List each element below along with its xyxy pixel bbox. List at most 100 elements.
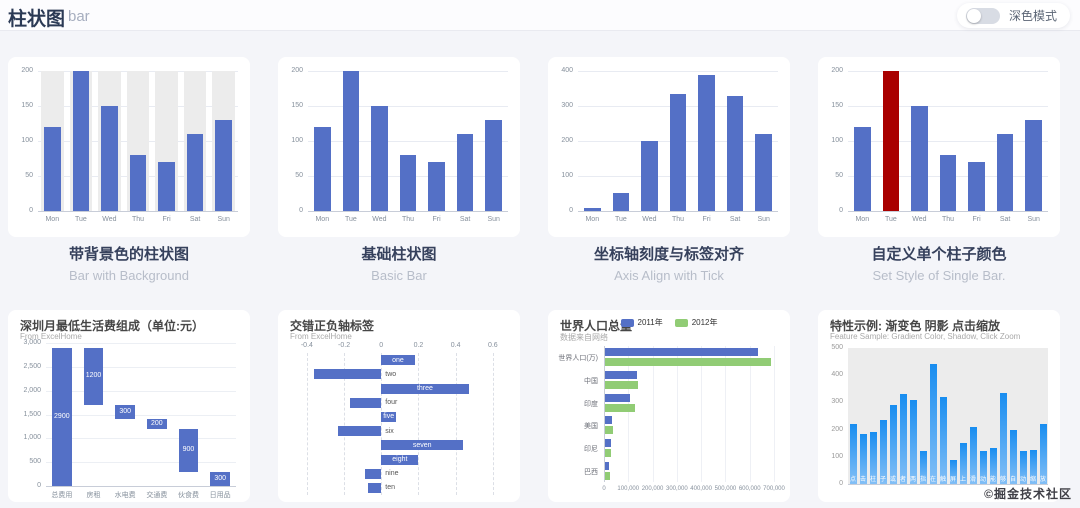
bar[interactable]: [72, 71, 90, 211]
grid-line: [848, 375, 1048, 377]
bar[interactable]: [381, 411, 397, 422]
bar-2012年[interactable]: [605, 449, 611, 457]
bar[interactable]: [939, 155, 957, 211]
chart-world-population[interactable]: 0 100,000 200,000 300,000 400,000 500,000 600,…: [548, 310, 790, 502]
bar-2012年[interactable]: [605, 381, 638, 389]
bar[interactable]: [158, 162, 175, 211]
chart-gradient-shadow-zoom[interactable]: 0 100 200 300 400 500 点击柱子或者两指在触屏上滑动能够自动缩放: [818, 310, 1060, 502]
chart-axis-align-with-tick[interactable]: 0 100 200 300 400 Mon Tue Wed Thu Fri Sat Sun: [548, 57, 790, 237]
bar-2011年[interactable]: [605, 416, 613, 425]
bar[interactable]: [1039, 424, 1047, 484]
bar[interactable]: [371, 106, 388, 211]
bar[interactable]: [186, 134, 204, 211]
bar[interactable]: [899, 394, 907, 484]
bar[interactable]: [83, 347, 104, 405]
dark-mode-toggle[interactable]: [965, 7, 1000, 24]
bar[interactable]: [879, 420, 887, 484]
bar-label: eight: [392, 456, 408, 463]
bar[interactable]: [349, 397, 382, 408]
bar[interactable]: [726, 95, 744, 211]
bar[interactable]: [456, 134, 474, 211]
bar[interactable]: [641, 141, 658, 211]
bar[interactable]: [485, 120, 502, 211]
chart-bar-with-background[interactable]: 0 50 100 150 200 Mon Tue Wed Thu Fri Sat Sun: [8, 57, 250, 237]
bar[interactable]: [338, 426, 382, 437]
bar[interactable]: [52, 347, 72, 486]
bar[interactable]: [968, 162, 985, 211]
bar[interactable]: [854, 127, 871, 211]
bar-2011年[interactable]: [605, 461, 610, 470]
bar-2011年[interactable]: [605, 348, 759, 357]
bar-2012年[interactable]: [605, 471, 610, 480]
bar[interactable]: [969, 426, 977, 484]
bar[interactable]: [1009, 430, 1017, 484]
chart-subtitle: 数据来自网络: [560, 333, 608, 342]
chart-single-bar-color[interactable]: 0 50 100 150 200 Mon Tue Wed Thu Fri Sat Sun: [818, 57, 1060, 237]
caption-zh[interactable]: 带背景色的柱状图: [68, 246, 189, 263]
chart-waterfall[interactable]: 0 500 1,000 1,500 2,000 2,500 3,000 2900 总费用 1200…: [8, 310, 250, 502]
bar[interactable]: [1029, 450, 1037, 484]
bar[interactable]: [612, 192, 630, 211]
bar[interactable]: [381, 383, 469, 394]
bar[interactable]: [755, 134, 772, 211]
bar[interactable]: [381, 440, 464, 451]
bar-2012年[interactable]: [605, 403, 635, 412]
bar[interactable]: [996, 134, 1014, 211]
caption-zh[interactable]: 坐标轴刻度与标签对齐: [593, 246, 744, 263]
bar[interactable]: [882, 71, 900, 211]
bar[interactable]: [999, 393, 1007, 484]
bar-label: four: [385, 399, 398, 407]
bar[interactable]: [215, 120, 232, 211]
bar[interactable]: [129, 155, 147, 211]
toggle-knob-icon: [966, 8, 981, 23]
bar[interactable]: [959, 443, 967, 484]
bar[interactable]: [210, 471, 230, 486]
bar[interactable]: [342, 71, 360, 211]
bar[interactable]: [147, 419, 167, 429]
dark-mode-pill[interactable]: 深色模式: [956, 3, 1070, 28]
bar[interactable]: [428, 162, 445, 211]
bar[interactable]: [1025, 120, 1042, 211]
bar-2012年[interactable]: [605, 358, 771, 367]
bar[interactable]: [1019, 450, 1027, 484]
bar[interactable]: [909, 399, 917, 484]
bar[interactable]: [669, 94, 687, 211]
bar[interactable]: [919, 450, 927, 484]
bar[interactable]: [314, 127, 331, 211]
bar-2011年[interactable]: [605, 393, 631, 402]
bar[interactable]: [929, 363, 937, 484]
bar[interactable]: [859, 434, 867, 484]
chart-legend[interactable]: 2011年 2012年: [548, 317, 790, 328]
bar-2011年[interactable]: [605, 439, 611, 447]
bar[interactable]: [381, 454, 419, 465]
bar[interactable]: [584, 207, 601, 211]
bar[interactable]: [979, 450, 987, 484]
x-tick-label: 动: [979, 477, 986, 483]
bar[interactable]: [115, 404, 135, 420]
bar[interactable]: [911, 106, 928, 211]
bar[interactable]: [314, 369, 382, 380]
bar[interactable]: [849, 424, 857, 484]
bar[interactable]: [399, 155, 417, 211]
bar[interactable]: [989, 447, 997, 484]
bar[interactable]: [178, 428, 199, 472]
y-tick-label: 印度: [584, 400, 598, 408]
bar[interactable]: [44, 127, 61, 211]
bar[interactable]: [101, 106, 118, 211]
bar-2011年[interactable]: [605, 371, 637, 379]
caption-zh[interactable]: 基础柱状图: [361, 246, 437, 263]
bar[interactable]: [381, 355, 415, 366]
bar[interactable]: [368, 482, 382, 493]
bar[interactable]: [364, 468, 382, 479]
bar[interactable]: [949, 459, 957, 484]
bar[interactable]: [889, 405, 897, 484]
bar[interactable]: [939, 396, 947, 484]
bar-2012年[interactable]: [605, 426, 613, 435]
bar[interactable]: [698, 74, 715, 211]
bar[interactable]: [869, 432, 877, 484]
chart-basic-bar[interactable]: 0 50 100 150 200 Mon Tue Wed Thu Fri Sat Sun: [278, 57, 520, 237]
legend-item-2012年[interactable]: 2012年: [674, 317, 718, 328]
chart-bar-negative[interactable]: -0.4 -0.2 0 0.2 0.4 0.6 one two three four five six…: [278, 310, 520, 502]
legend-item-2011年[interactable]: 2011年: [620, 317, 663, 328]
caption-zh[interactable]: 自定义单个柱子颜色: [871, 246, 1007, 263]
